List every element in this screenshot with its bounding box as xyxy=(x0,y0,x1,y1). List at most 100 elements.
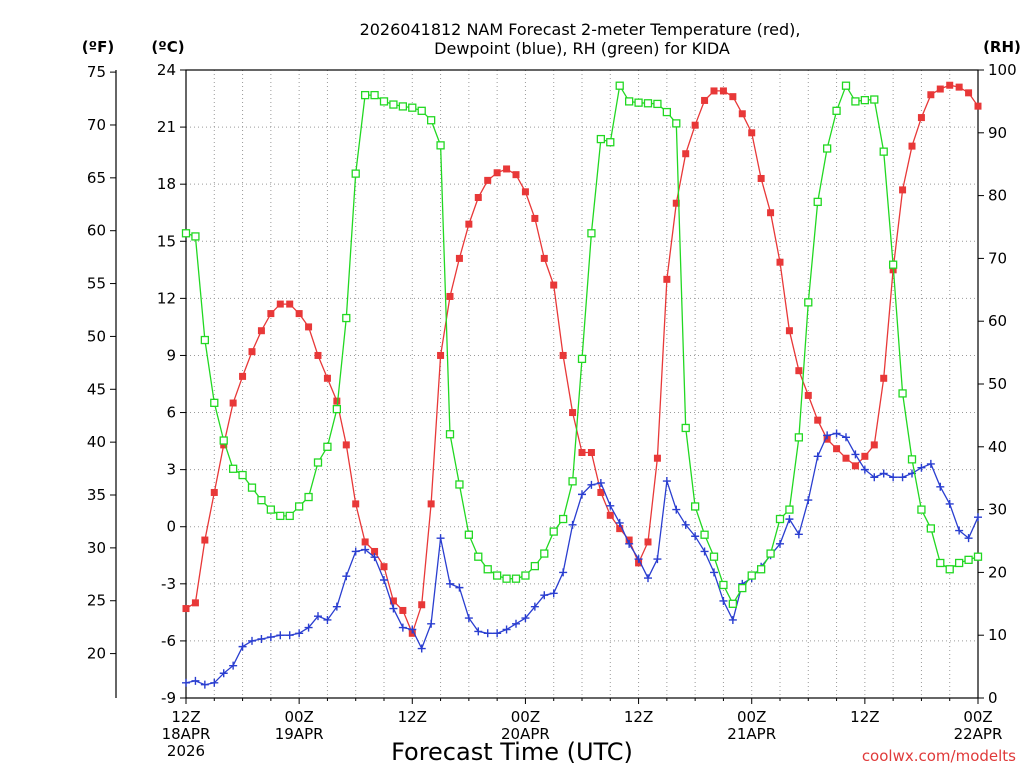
temperature-point xyxy=(191,599,199,607)
dewpoint-point xyxy=(559,568,568,577)
rh-point xyxy=(323,442,332,451)
temperature-point xyxy=(616,525,624,533)
temperature-point xyxy=(569,409,577,417)
rh-point xyxy=(181,229,191,238)
dewpoint-point xyxy=(926,459,935,468)
dewpoint-point xyxy=(521,614,530,623)
temperature-point xyxy=(418,601,426,609)
dewpoint-point xyxy=(474,627,483,636)
rh-tick-label: 100 xyxy=(988,61,1017,79)
fahrenheit-tick-label: 25 xyxy=(87,592,106,610)
x-axis-label: Forecast Time (UTC) xyxy=(391,738,633,766)
temperature-point xyxy=(965,89,973,97)
temperature-point xyxy=(361,538,369,546)
temperature-point xyxy=(710,87,718,95)
rh-point xyxy=(426,116,436,125)
dewpoint-point xyxy=(644,574,652,583)
rh-point xyxy=(634,98,643,107)
rh-point xyxy=(436,141,445,150)
temperature-point xyxy=(899,186,907,194)
temperature-point xyxy=(210,488,218,496)
chart-title-line-1: 2026041812 NAM Forecast 2-meter Temperat… xyxy=(360,20,801,39)
temperature-point xyxy=(220,441,228,449)
fahrenheit-tick-label: 30 xyxy=(87,539,106,557)
temperature-point xyxy=(503,165,511,173)
series-rh xyxy=(181,81,983,608)
rh-point xyxy=(530,561,540,571)
temperature-point xyxy=(257,327,265,335)
dewpoint-point xyxy=(549,589,558,598)
dewpoint-point xyxy=(512,619,520,628)
temperature-point xyxy=(917,114,925,122)
x-tick-label: 2026 xyxy=(167,742,205,760)
rh-point xyxy=(643,99,653,108)
dewpoint-point xyxy=(625,539,634,548)
temperature-point xyxy=(446,292,454,300)
dewpoint-point xyxy=(446,579,454,588)
celsius-tick-label: 9 xyxy=(166,346,176,364)
temperature-point xyxy=(286,300,294,308)
rh-point xyxy=(360,90,370,100)
dewpoint-point xyxy=(380,576,388,585)
x-tick-label: 19APR xyxy=(275,725,324,743)
rh-point xyxy=(879,147,888,156)
dewpoint-point xyxy=(436,534,445,543)
dewpoint-point xyxy=(578,490,586,499)
credit-link[interactable]: coolwx.com/modelts xyxy=(862,747,1016,765)
rh-point xyxy=(747,571,756,580)
rh-point xyxy=(860,95,870,105)
dewpoint-point xyxy=(530,602,539,611)
dewpoint-point xyxy=(266,633,275,642)
rh-tick-label: 0 xyxy=(988,689,998,707)
dewpoint-point xyxy=(351,547,360,556)
temperature-point xyxy=(437,351,445,359)
rh-point xyxy=(672,119,681,128)
dewpoint-point xyxy=(248,636,256,645)
rh-point xyxy=(917,505,926,514)
rh-point xyxy=(219,436,228,445)
temperature-point xyxy=(748,129,756,137)
rh-point xyxy=(398,102,408,111)
plot-frame xyxy=(185,69,979,699)
dewpoint-point xyxy=(398,623,407,632)
temperature-point xyxy=(550,281,558,289)
rh-point xyxy=(832,106,841,115)
x-tick-label: 00Z xyxy=(963,708,992,726)
x-tick-label: 00Z xyxy=(511,708,540,726)
dewpoint-point xyxy=(493,629,502,638)
dewpoint-point xyxy=(276,631,285,640)
temperature-point xyxy=(229,399,237,407)
rh-tick-label: 40 xyxy=(988,438,1007,456)
dewpoint-point xyxy=(606,501,615,510)
dewpoint-point xyxy=(342,572,351,581)
series-temperature xyxy=(182,81,982,637)
rh-point xyxy=(851,97,860,106)
dewpoint-point xyxy=(238,642,247,651)
temperature-point xyxy=(691,121,699,129)
fahrenheit-tick-label: 70 xyxy=(87,116,106,134)
rh-point xyxy=(379,97,389,106)
rh-tick-label: 70 xyxy=(988,249,1007,267)
rh-point xyxy=(228,464,238,473)
rh-point xyxy=(304,492,313,502)
rh-point xyxy=(709,552,719,561)
temperature-point xyxy=(559,351,567,359)
rh-point xyxy=(294,502,304,511)
rh-tick-label: 30 xyxy=(988,501,1007,519)
dewpoint-point xyxy=(700,547,709,556)
dewpoint-point xyxy=(634,555,643,564)
temperature-point xyxy=(927,91,935,99)
series-line-dewpoint xyxy=(185,432,979,686)
temperature-point xyxy=(719,87,727,95)
rh-tick-label: 60 xyxy=(988,312,1007,330)
temperature-point xyxy=(314,351,322,359)
grid-lines xyxy=(186,70,978,698)
x-tick-label: 00Z xyxy=(737,708,766,726)
temperature-point xyxy=(606,511,614,519)
rh-point xyxy=(624,97,634,106)
temperature-point xyxy=(597,488,605,496)
dewpoint-point xyxy=(719,596,728,605)
temperature-point xyxy=(814,416,822,424)
rh-point xyxy=(370,90,379,100)
temperature-point xyxy=(474,194,482,202)
